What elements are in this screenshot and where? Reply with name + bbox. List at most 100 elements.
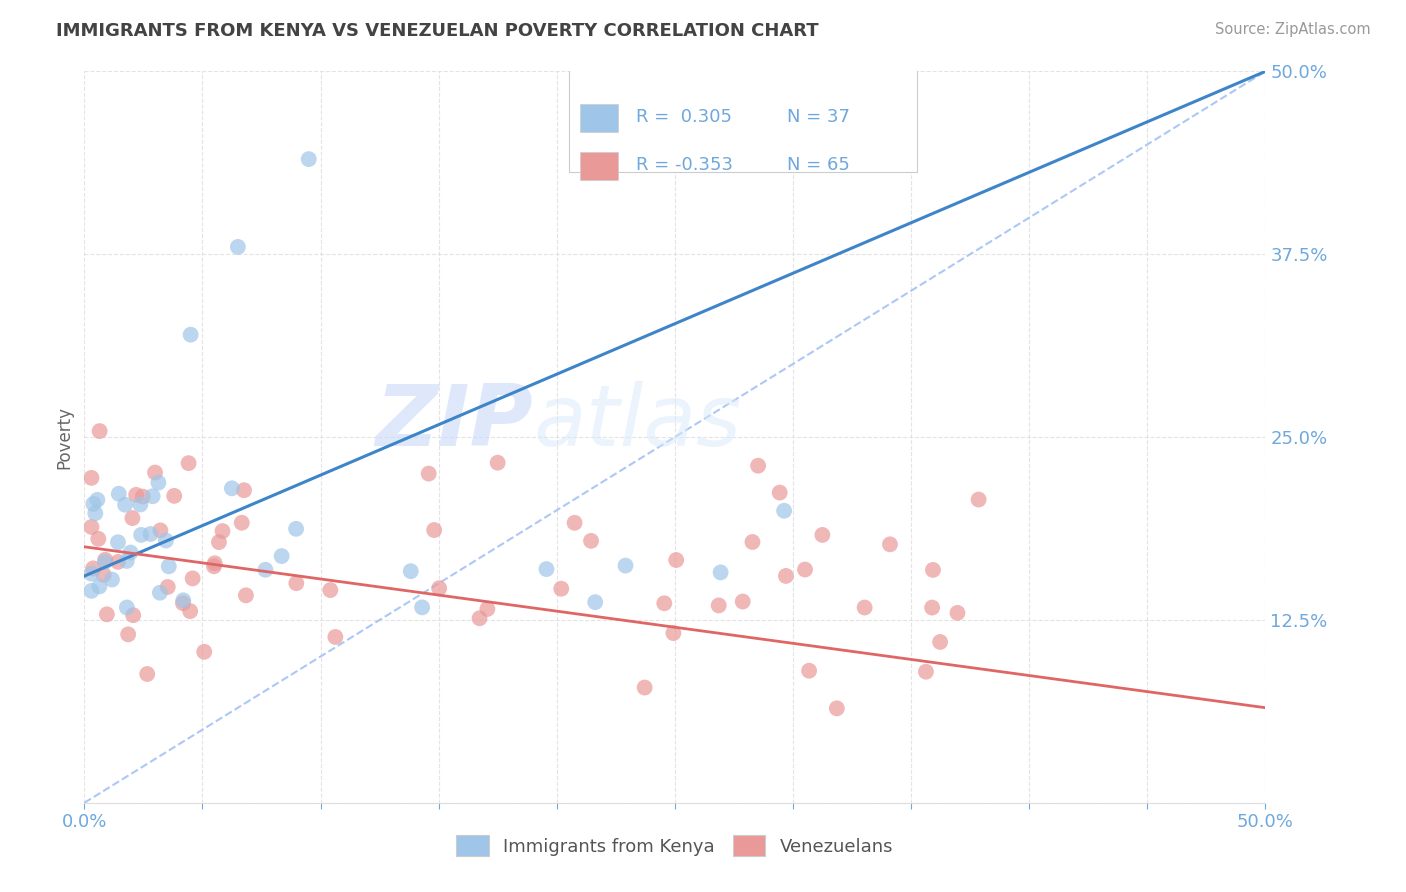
Point bbox=[418, 467, 440, 481]
Text: atlas: atlas bbox=[533, 381, 741, 464]
Point bbox=[155, 533, 177, 548]
Point bbox=[148, 475, 170, 490]
Point bbox=[614, 558, 637, 573]
Point bbox=[477, 602, 499, 616]
Point bbox=[120, 545, 142, 559]
Point bbox=[853, 600, 876, 615]
Point bbox=[254, 563, 277, 577]
Point bbox=[235, 588, 257, 602]
Text: Source: ZipAtlas.com: Source: ZipAtlas.com bbox=[1215, 22, 1371, 37]
Point bbox=[101, 573, 124, 587]
Point bbox=[946, 606, 969, 620]
Point bbox=[583, 595, 606, 609]
Text: N = 65: N = 65 bbox=[787, 156, 851, 174]
Point bbox=[96, 607, 118, 622]
Point bbox=[665, 553, 688, 567]
Point bbox=[662, 626, 685, 640]
Point bbox=[710, 566, 733, 580]
Point bbox=[769, 485, 792, 500]
Point bbox=[423, 523, 446, 537]
Point bbox=[117, 627, 139, 641]
Point bbox=[180, 327, 202, 342]
Point bbox=[107, 535, 129, 549]
Point bbox=[550, 582, 572, 596]
Point bbox=[177, 456, 200, 470]
Point bbox=[94, 553, 117, 567]
Point bbox=[486, 456, 509, 470]
Point bbox=[775, 569, 797, 583]
Point bbox=[122, 608, 145, 623]
Point bbox=[773, 504, 796, 518]
Point bbox=[731, 594, 754, 608]
Point bbox=[270, 549, 292, 563]
Point bbox=[121, 511, 143, 525]
Point bbox=[233, 483, 256, 498]
Point bbox=[226, 240, 249, 254]
Text: R = -0.353: R = -0.353 bbox=[636, 156, 733, 174]
Point bbox=[80, 520, 103, 534]
Point bbox=[221, 481, 243, 495]
Point bbox=[202, 559, 225, 574]
FancyBboxPatch shape bbox=[581, 152, 619, 179]
Y-axis label: Poverty: Poverty bbox=[55, 406, 73, 468]
Point bbox=[139, 527, 162, 541]
Point bbox=[156, 580, 179, 594]
Point bbox=[204, 556, 226, 570]
Point bbox=[136, 667, 159, 681]
Point bbox=[89, 424, 111, 438]
Text: IMMIGRANTS FROM KENYA VS VENEZUELAN POVERTY CORRELATION CHART: IMMIGRANTS FROM KENYA VS VENEZUELAN POVE… bbox=[56, 22, 818, 40]
Point bbox=[89, 579, 111, 593]
Point bbox=[468, 611, 491, 625]
Point bbox=[82, 497, 104, 511]
Point bbox=[797, 664, 820, 678]
Point bbox=[285, 576, 308, 591]
Point bbox=[879, 537, 901, 551]
Point bbox=[579, 533, 602, 548]
Point bbox=[319, 583, 342, 598]
FancyBboxPatch shape bbox=[581, 104, 619, 132]
Point bbox=[179, 604, 201, 618]
Point bbox=[86, 492, 108, 507]
Point bbox=[107, 555, 129, 569]
Point bbox=[80, 566, 103, 581]
Point bbox=[157, 559, 180, 574]
Point bbox=[967, 492, 990, 507]
Point bbox=[93, 555, 115, 569]
Text: R =  0.305: R = 0.305 bbox=[636, 109, 733, 127]
Point bbox=[811, 528, 834, 542]
Point bbox=[80, 471, 103, 485]
Point bbox=[149, 585, 172, 599]
Point bbox=[929, 635, 952, 649]
Point bbox=[921, 600, 943, 615]
Point bbox=[181, 571, 204, 585]
Point bbox=[107, 487, 129, 501]
Point bbox=[80, 583, 103, 598]
Point bbox=[114, 498, 136, 512]
Legend: Immigrants from Kenya, Venezuelans: Immigrants from Kenya, Venezuelans bbox=[449, 828, 901, 863]
Point bbox=[172, 596, 194, 610]
Point bbox=[399, 564, 422, 578]
Point bbox=[149, 524, 172, 538]
Point bbox=[84, 506, 107, 520]
Point bbox=[794, 563, 817, 577]
Point bbox=[298, 152, 321, 166]
Point bbox=[536, 562, 558, 576]
Text: N = 37: N = 37 bbox=[787, 109, 851, 127]
Point bbox=[143, 466, 166, 480]
FancyBboxPatch shape bbox=[568, 62, 917, 172]
Point bbox=[231, 516, 253, 530]
Point bbox=[707, 599, 730, 613]
Point bbox=[172, 593, 194, 607]
Point bbox=[652, 596, 675, 610]
Point bbox=[163, 489, 186, 503]
Point bbox=[129, 528, 152, 542]
Point bbox=[411, 600, 433, 615]
Point bbox=[115, 600, 138, 615]
Point bbox=[132, 490, 155, 504]
Point bbox=[922, 563, 945, 577]
Point bbox=[211, 524, 233, 538]
Point bbox=[747, 458, 769, 473]
Point bbox=[325, 630, 347, 644]
Point bbox=[115, 554, 138, 568]
Point bbox=[142, 489, 165, 503]
